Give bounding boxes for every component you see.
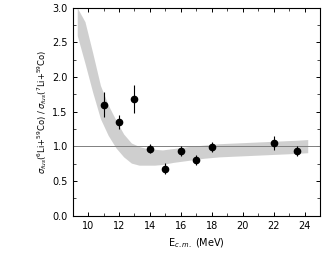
- X-axis label: E$_{c.m.}$ (MeV): E$_{c.m.}$ (MeV): [168, 236, 225, 250]
- Y-axis label: $\sigma_{fus}(^6$Li$+^{59}$Co) / $\sigma_{fus}(^7$Li$+^{59}$Co): $\sigma_{fus}(^6$Li$+^{59}$Co) / $\sigma…: [36, 50, 50, 174]
